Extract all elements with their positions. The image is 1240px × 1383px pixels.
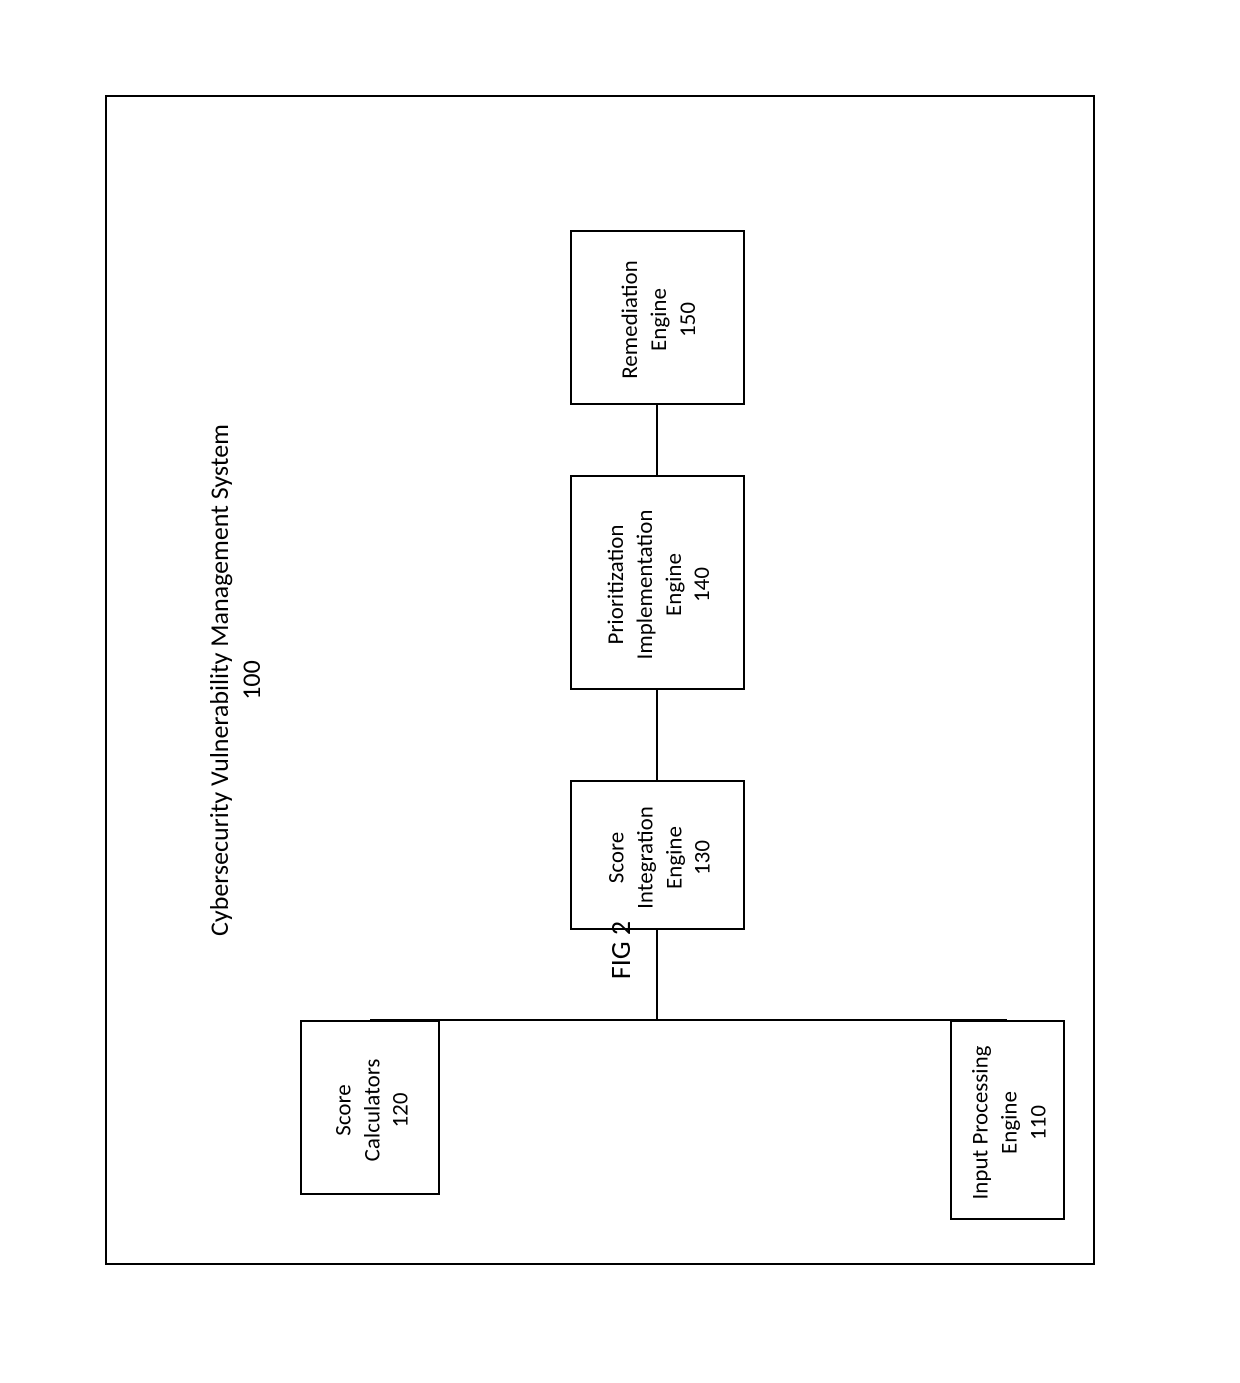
node-label-line: Implementation xyxy=(631,510,660,660)
node-score-calculators: ScoreCalculators120 xyxy=(300,1020,440,1195)
node-label-line: Engine xyxy=(645,288,674,351)
figure-caption: FIG 2 xyxy=(600,890,640,1010)
node-label-prioritization: PrioritizationImplementationEngine140 xyxy=(572,477,747,692)
node-prioritization: PrioritizationImplementationEngine140 xyxy=(570,475,745,690)
node-score-integration: ScoreIntegrationEngine130 xyxy=(570,780,745,930)
node-input-processing: Input ProcessingEngine110 xyxy=(950,1020,1065,1220)
system-title: Cybersecurity Vulnerability Management S… xyxy=(200,330,270,1030)
node-label-remediation: RemediationEngine150 xyxy=(572,232,747,407)
node-remediation: RemediationEngine150 xyxy=(570,230,745,405)
node-label-line: Remediation xyxy=(616,260,645,379)
system-title-line1: Cybersecurity Vulnerability Management S… xyxy=(203,424,235,936)
node-label-line: 130 xyxy=(688,840,717,875)
node-label-line: 120 xyxy=(386,1092,415,1127)
node-label-score-calculators: ScoreCalculators120 xyxy=(302,1022,442,1197)
diagram-canvas: Cybersecurity Vulnerability Management S… xyxy=(0,0,1240,1383)
node-label-line: Score xyxy=(329,1084,358,1135)
node-label-line: Engine xyxy=(995,1091,1024,1154)
node-label-line: Engine xyxy=(660,553,689,616)
node-label-line: Calculators xyxy=(358,1058,387,1161)
node-label-line: Input Processing xyxy=(966,1045,995,1199)
node-label-line: 150 xyxy=(674,302,703,337)
node-label-input-processing: Input ProcessingEngine110 xyxy=(952,1022,1067,1222)
system-title-line2: 100 xyxy=(235,660,267,700)
node-label-score-integration: ScoreIntegrationEngine130 xyxy=(572,782,747,932)
node-label-line: 140 xyxy=(688,567,717,602)
node-label-line: Score xyxy=(602,831,631,882)
node-label-line: Engine xyxy=(660,826,689,889)
node-label-line: Prioritization xyxy=(602,525,631,645)
node-label-line: 110 xyxy=(1024,1105,1053,1140)
figure-caption-text: FIG 2 xyxy=(603,921,638,979)
